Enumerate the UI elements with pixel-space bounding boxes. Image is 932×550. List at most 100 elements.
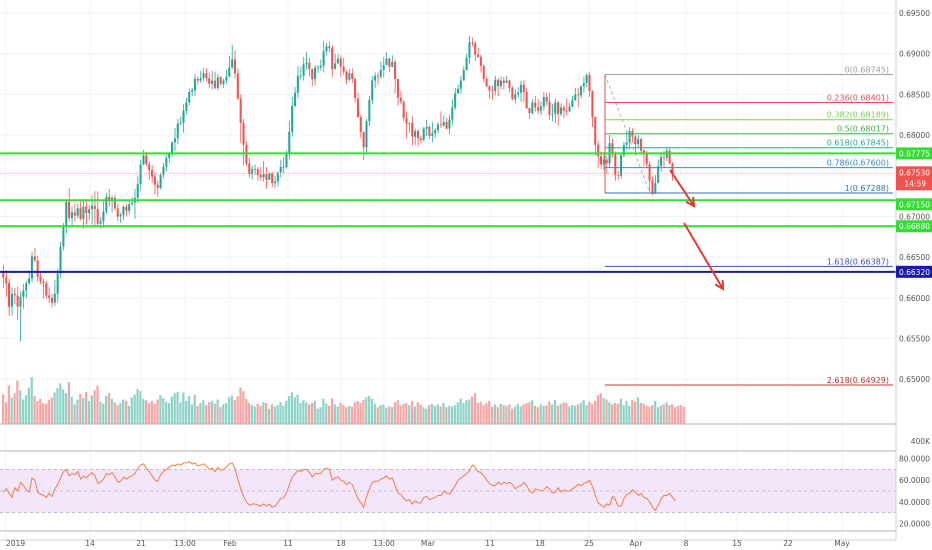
fibonacci-retracement[interactable]: 0(0.68745) 0.236(0.68401) 0.382(0.68189) 0.… <box>604 65 893 386</box>
candle-body <box>602 159 605 165</box>
volume-bar <box>136 389 139 424</box>
candle-body <box>371 80 374 101</box>
candle-body <box>148 164 151 171</box>
candle-body <box>391 61 394 67</box>
candle-body <box>39 276 42 282</box>
volume-bar <box>282 405 285 424</box>
candle-body <box>448 119 451 129</box>
volume-bar <box>76 399 79 424</box>
volume-bar <box>579 403 582 424</box>
candle-body <box>505 80 508 84</box>
candle-body <box>82 206 85 219</box>
time-tick-label: 11 <box>485 539 495 548</box>
candle-body <box>388 58 391 67</box>
candle-body <box>474 43 477 55</box>
candle-body <box>222 80 225 84</box>
time-tick-label: 25 <box>584 539 594 548</box>
arrow-head <box>685 196 696 208</box>
volume-bar <box>90 395 93 424</box>
candle-body <box>236 73 239 99</box>
volume-bar <box>142 398 145 424</box>
volume-bar <box>465 400 468 424</box>
rsi-line <box>3 461 676 512</box>
volume-bar <box>582 400 585 424</box>
candle-body <box>502 80 505 84</box>
candle-body <box>153 176 156 185</box>
candle-body <box>285 153 288 167</box>
level-price-tag-label: 0.66320 <box>899 268 930 277</box>
candle-body <box>359 117 362 132</box>
volume-bar <box>674 407 677 424</box>
candle-body <box>468 42 471 58</box>
projection-arrow[interactable] <box>683 222 724 290</box>
projection-arrow[interactable] <box>669 169 695 207</box>
candle-body <box>191 90 194 92</box>
candle-body <box>76 208 79 216</box>
volume-bar <box>425 408 428 424</box>
volume-bar <box>528 402 531 424</box>
candle-body <box>139 164 142 184</box>
projection-arrows[interactable] <box>669 169 725 291</box>
volume-bar <box>219 407 222 424</box>
volume-bar <box>442 403 445 424</box>
candle-body <box>65 201 68 226</box>
candle-body <box>331 48 334 70</box>
candle-body <box>639 139 643 151</box>
candle-body <box>239 98 242 123</box>
volume-bar <box>4 402 8 424</box>
volume-bar <box>227 397 231 424</box>
candle-body <box>130 202 134 205</box>
volume-bar <box>671 404 674 424</box>
candle-body <box>628 131 631 143</box>
candle-body <box>582 83 585 87</box>
volume-bar <box>210 400 214 424</box>
volume-bar <box>350 406 354 424</box>
volume-bar <box>110 398 113 424</box>
volume-bar <box>73 404 76 424</box>
volume-bar <box>67 382 71 424</box>
volume-bar <box>408 405 411 424</box>
volume-bar <box>24 395 28 424</box>
volume-bar <box>245 398 248 424</box>
volume-bar <box>153 403 156 424</box>
fib-level-label: 1(0.67288) <box>845 184 889 193</box>
price-tick-label: 0.68000 <box>899 131 930 140</box>
candle-body <box>611 143 614 155</box>
volume-bar <box>130 397 133 424</box>
price-axis[interactable]: 0.695000.690000.685000.680000.675000.670… <box>895 0 932 550</box>
candle-body <box>233 59 236 74</box>
candle-body <box>213 80 216 88</box>
volume-bar <box>611 404 614 424</box>
volume-bar <box>287 396 291 424</box>
volume-bar <box>36 400 39 424</box>
time-tick-label: 18 <box>535 539 545 548</box>
rsi-tick-label: 40.0000 <box>899 498 930 507</box>
volume-bar <box>622 405 625 424</box>
volume-bar <box>173 393 176 424</box>
candle-body <box>219 77 222 84</box>
volume-bar <box>585 405 588 424</box>
volume-bar <box>542 405 545 424</box>
volume-bar <box>70 396 73 424</box>
candle-body <box>173 138 176 143</box>
candle-body <box>136 183 139 198</box>
candle-body <box>188 91 191 103</box>
candle-body <box>414 131 417 137</box>
candle-body <box>299 75 302 77</box>
candle-body <box>305 62 308 65</box>
price-tick-label: 0.69500 <box>899 9 930 18</box>
candle-body <box>394 61 397 79</box>
candle-body <box>259 174 262 178</box>
volume-bar <box>233 400 236 424</box>
volume-bar <box>373 403 377 424</box>
volume-bar <box>496 407 499 424</box>
candle-body <box>59 246 62 274</box>
time-axis[interactable]: 2019 14 21 13:00 Feb 11 18 13:00 Mar 11 18 25 Apr 8 15… <box>0 539 896 548</box>
level-price-tag-label: 0.67775 <box>899 149 930 158</box>
volume-bar <box>185 400 188 424</box>
volume-bar <box>64 393 68 424</box>
candle-body <box>73 212 76 216</box>
volume-bar <box>588 401 591 424</box>
volume-bar <box>353 402 356 424</box>
